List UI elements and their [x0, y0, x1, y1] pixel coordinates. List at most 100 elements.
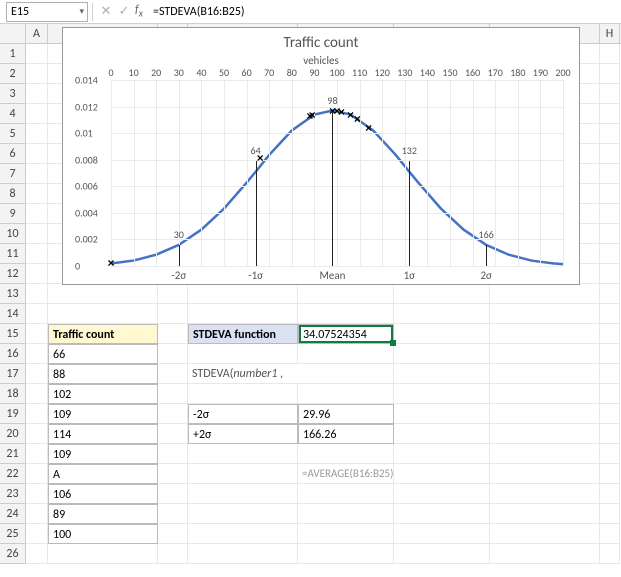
cell[interactable] [158, 544, 188, 564]
cell[interactable] [298, 544, 394, 564]
cell[interactable] [394, 484, 490, 504]
formula-input[interactable]: =STDEVA(B16:B25) [149, 5, 621, 19]
cell[interactable]: 89 [48, 504, 158, 524]
cell[interactable] [298, 344, 394, 364]
cell[interactable] [298, 524, 394, 544]
cell[interactable]: 100 [48, 524, 158, 544]
cell[interactable] [600, 144, 620, 164]
row-header[interactable]: 22 [0, 464, 26, 484]
cell[interactable] [26, 504, 48, 524]
cell[interactable] [26, 124, 48, 144]
row-header[interactable]: 19 [0, 404, 26, 424]
cell[interactable] [600, 444, 620, 464]
cell[interactable] [298, 304, 394, 324]
cell[interactable] [490, 424, 600, 444]
cell[interactable] [600, 544, 620, 564]
cell[interactable] [490, 284, 600, 304]
cell[interactable] [600, 184, 620, 204]
cell[interactable] [188, 344, 298, 364]
cell[interactable] [490, 304, 600, 324]
cell[interactable] [26, 224, 48, 244]
select-all-corner[interactable] [0, 24, 26, 43]
cell[interactable] [188, 284, 298, 304]
cell[interactable] [188, 484, 298, 504]
cell[interactable] [394, 364, 490, 384]
cell[interactable] [188, 544, 298, 564]
cell[interactable] [600, 464, 620, 484]
cell[interactable]: 106 [48, 484, 158, 504]
cell[interactable] [48, 284, 158, 304]
cell[interactable] [490, 544, 600, 564]
row-header[interactable]: 16 [0, 344, 26, 364]
cell[interactable] [490, 324, 600, 344]
cell[interactable] [394, 344, 490, 364]
cell[interactable] [26, 184, 48, 204]
cell[interactable]: 29.96 [298, 404, 394, 424]
row-header[interactable]: 18 [0, 384, 26, 404]
cell[interactable]: +2σ [188, 424, 298, 444]
row-header[interactable]: 12 [0, 264, 26, 284]
row-header[interactable]: 26 [0, 544, 26, 564]
cell[interactable] [188, 304, 298, 324]
cell[interactable] [26, 484, 48, 504]
cell[interactable] [600, 344, 620, 364]
cell[interactable] [600, 404, 620, 424]
cell[interactable] [394, 544, 490, 564]
row-header[interactable]: 1 [0, 44, 26, 64]
cell[interactable] [298, 284, 394, 304]
cell[interactable] [600, 364, 620, 384]
cell[interactable]: STDEVA function [188, 324, 298, 344]
row-header[interactable]: 13 [0, 284, 26, 304]
cell[interactable] [394, 424, 490, 444]
cell[interactable] [158, 404, 188, 424]
chevron-down-icon[interactable]: ▾ [79, 6, 84, 17]
row-header[interactable]: 6 [0, 144, 26, 164]
cell[interactable]: 88 [48, 364, 158, 384]
cell[interactable] [600, 44, 620, 64]
cell[interactable] [26, 384, 48, 404]
cell[interactable]: 109 [48, 404, 158, 424]
cell[interactable] [490, 404, 600, 424]
row-header[interactable]: 23 [0, 484, 26, 504]
cell[interactable] [188, 444, 298, 464]
cell[interactable] [394, 464, 490, 484]
cell[interactable] [490, 504, 600, 524]
cell[interactable] [26, 144, 48, 164]
cell[interactable] [26, 64, 48, 84]
cell[interactable] [600, 104, 620, 124]
cell[interactable] [26, 464, 48, 484]
cell[interactable] [158, 344, 188, 364]
cell[interactable] [600, 244, 620, 264]
cell[interactable] [600, 84, 620, 104]
row-header[interactable]: 15 [0, 324, 26, 344]
col-header[interactable]: H [600, 24, 620, 43]
cell[interactable]: 109 [48, 444, 158, 464]
cell[interactable] [394, 404, 490, 424]
cell[interactable] [158, 444, 188, 464]
cell[interactable] [26, 444, 48, 464]
cell[interactable]: 102 [48, 384, 158, 404]
cell[interactable] [298, 504, 394, 524]
cell[interactable] [600, 424, 620, 444]
cell[interactable] [600, 264, 620, 284]
row-header[interactable]: 2 [0, 64, 26, 84]
row-header[interactable]: 17 [0, 364, 26, 384]
cell[interactable] [158, 524, 188, 544]
row-header[interactable]: 10 [0, 224, 26, 244]
cell[interactable]: 34.07524354 [298, 324, 394, 344]
row-header[interactable]: 21 [0, 444, 26, 464]
col-header[interactable]: A [26, 24, 48, 43]
cell[interactable] [26, 164, 48, 184]
cell[interactable] [394, 304, 490, 324]
cell[interactable]: 66 [48, 344, 158, 364]
cell[interactable] [600, 284, 620, 304]
fx-icon[interactable]: fx [135, 3, 143, 19]
cell[interactable]: Traffic count [48, 324, 158, 344]
cell[interactable] [600, 384, 620, 404]
name-box[interactable]: E15 ▾ [6, 2, 88, 22]
cell[interactable] [158, 364, 188, 384]
cell[interactable] [26, 104, 48, 124]
cell[interactable] [298, 384, 394, 404]
cancel-icon[interactable]: ✕ [97, 3, 115, 21]
cell[interactable] [394, 444, 490, 464]
